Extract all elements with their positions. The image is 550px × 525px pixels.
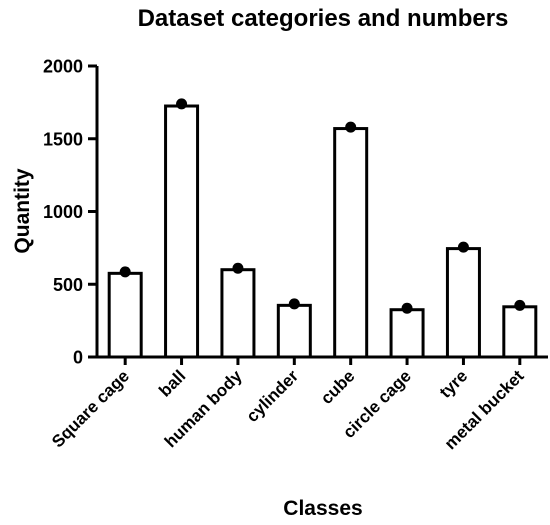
data-point <box>232 262 244 274</box>
x-axis-title: Classes <box>283 497 362 520</box>
data-point <box>345 121 357 133</box>
data-point <box>514 299 526 311</box>
data-point <box>401 302 413 314</box>
bars <box>107 98 538 359</box>
y-tick-label: 0 <box>73 348 83 368</box>
bar-human-body <box>220 268 256 359</box>
y-tick-label: 1500 <box>43 129 83 149</box>
x-category-label: cube <box>317 366 358 407</box>
chart-title: Dataset categories and numbers <box>138 5 509 32</box>
y-tick-label: 2000 <box>43 57 83 77</box>
x-category-label: Square cage <box>48 366 133 451</box>
x-category-label: cylinder <box>243 366 303 426</box>
bar-tyre <box>445 247 481 359</box>
y-axis-ticks: 0 500 1000 1500 2000 <box>43 57 97 368</box>
data-point <box>119 266 131 278</box>
bar-circle-cage <box>389 308 425 359</box>
bar-ball <box>164 104 200 359</box>
bar-metal-bucket <box>502 305 538 359</box>
data-point <box>288 298 300 310</box>
data-point <box>457 241 469 253</box>
y-tick-label: 500 <box>53 275 83 295</box>
bar-cylinder <box>276 303 312 359</box>
y-tick-label: 1000 <box>43 202 83 222</box>
bar-square-cage <box>107 271 143 359</box>
x-category-label: tyre <box>436 366 471 401</box>
bar-cube <box>333 127 369 359</box>
y-axis-title: Quantity <box>11 168 34 253</box>
data-point <box>176 98 188 110</box>
x-category-label: ball <box>155 366 189 400</box>
